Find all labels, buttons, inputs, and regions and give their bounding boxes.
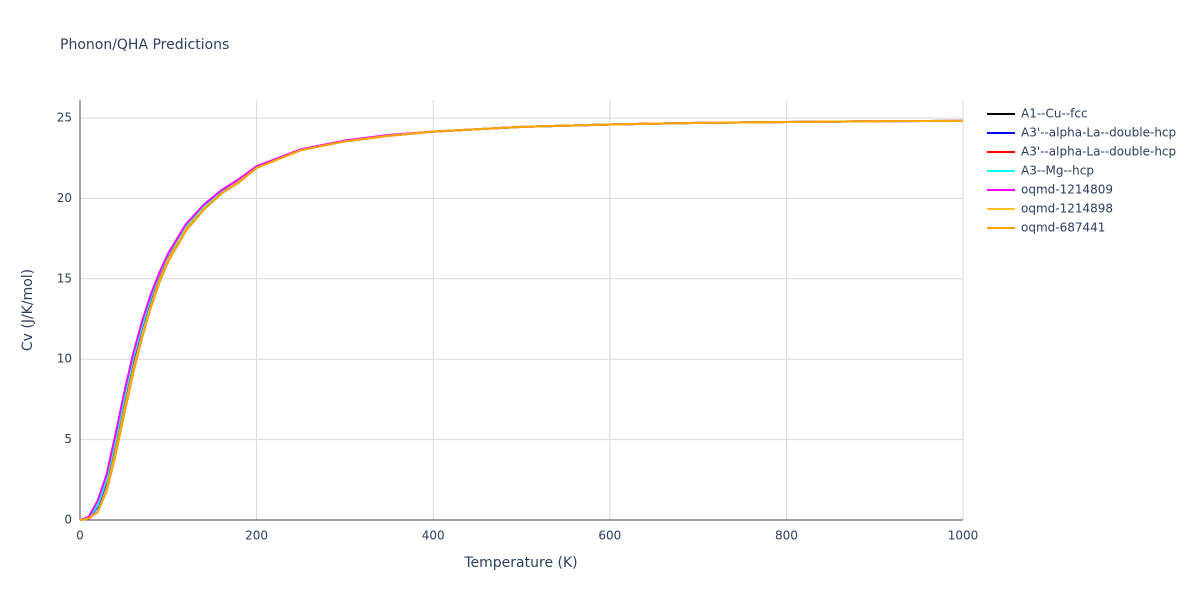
chart-title: Phonon/QHA Predictions: [60, 37, 229, 53]
x-axis-label: Temperature (K): [463, 555, 577, 571]
x-tick-label: 800: [775, 529, 798, 543]
legend-label: oqmd-687441: [1021, 221, 1105, 235]
x-tick-label: 0: [76, 529, 84, 543]
x-tick-label: 1000: [948, 529, 979, 543]
series-line: [79, 119, 964, 521]
legend-label: A1--Cu--fcc: [1021, 107, 1088, 121]
series-line: [79, 119, 964, 521]
legend-label: oqmd-1214809: [1021, 183, 1113, 197]
y-tick-label: 25: [57, 111, 72, 125]
y-tick-label: 20: [57, 191, 72, 205]
legend-label: oqmd-1214898: [1021, 202, 1113, 216]
legend-label: A3'--alpha-La--double-hcp: [1021, 126, 1176, 140]
y-axis-label: Cv (J/K/mol): [20, 269, 36, 351]
series-line: [79, 119, 964, 521]
x-tick-label: 200: [245, 529, 268, 543]
x-tick-label: 600: [598, 529, 621, 543]
y-tick-label: 5: [64, 432, 72, 446]
y-tick-label: 15: [57, 271, 72, 285]
series-line: [79, 119, 964, 521]
y-tick-label: 0: [64, 513, 72, 527]
y-tick-label: 10: [57, 352, 72, 366]
x-tick-label: 400: [422, 529, 445, 543]
series-line: [79, 119, 964, 521]
legend-label: A3--Mg--hcp: [1021, 164, 1094, 178]
legend-label: A3'--alpha-La--double-hcp: [1021, 145, 1176, 159]
series-line: [79, 119, 964, 521]
series-line: [79, 119, 964, 521]
